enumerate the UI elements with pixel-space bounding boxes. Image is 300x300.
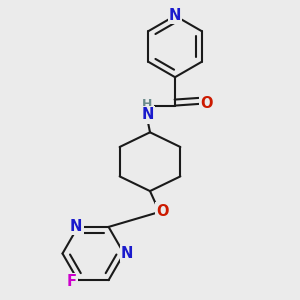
Text: F: F	[67, 274, 77, 289]
Text: N: N	[169, 8, 181, 23]
Text: H: H	[142, 98, 152, 111]
Text: N: N	[141, 107, 154, 122]
Text: N: N	[70, 219, 83, 234]
Text: O: O	[200, 96, 213, 111]
Text: O: O	[156, 204, 169, 219]
Text: N: N	[121, 246, 134, 261]
